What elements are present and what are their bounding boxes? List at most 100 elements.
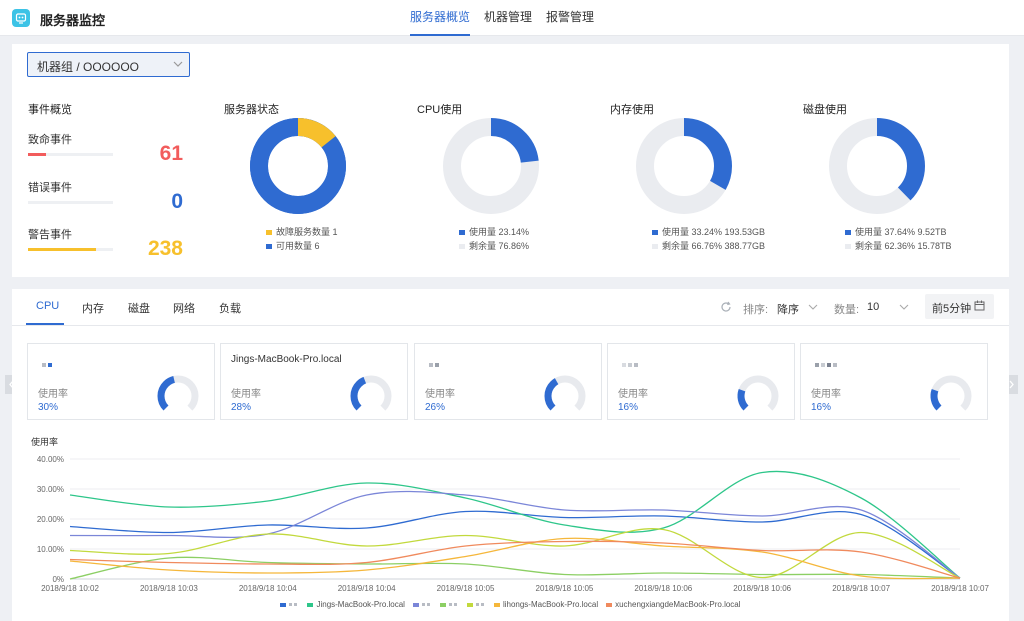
redaction-pixel	[827, 363, 831, 367]
stat-legend-item: 使用量 37.64% 9.52TB	[845, 225, 947, 238]
usage-gauge	[930, 375, 972, 417]
stat-title: 内存使用	[610, 104, 654, 116]
event-progress-fill	[28, 153, 46, 156]
main-nav: 服务器概览 机器管理 报警管理	[410, 0, 608, 36]
series-line	[69, 537, 961, 580]
legend-label: lihongs-MacBook-Pro.local	[502, 600, 599, 609]
tab-memory[interactable]: 内存	[82, 303, 104, 315]
nav-machine-management[interactable]: 机器管理	[484, 10, 533, 24]
overview-panel: 机器组 / OOOOOO 事件概览 致命事件 61 错误事件 0 警告事件 238 服务器…	[12, 44, 1009, 277]
series-line	[69, 490, 961, 579]
host-card[interactable]: 使用率 30%	[27, 343, 215, 420]
refresh-icon[interactable]	[720, 301, 732, 313]
host-card[interactable]: 使用率 16%	[800, 343, 988, 420]
legend-label: xuchengxiangdeMacBook-Pro.local	[615, 600, 741, 609]
redacted-host-name	[42, 356, 54, 370]
usage-value: 26%	[425, 402, 446, 413]
usage-gauge	[737, 375, 779, 417]
gauge-value-arc	[350, 375, 392, 417]
legend-label: Jings-MacBook-Pro.local	[316, 600, 405, 609]
stat-legend-item: 使用量 33.24% 193.53GB	[652, 225, 765, 238]
y-tick-label: 0%	[52, 575, 64, 584]
active-tab-indicator	[26, 323, 64, 325]
legend-text: 使用量 23.14%	[469, 227, 530, 237]
stat-donut-chart	[636, 118, 732, 214]
machine-group-select[interactable]: 机器组 / OOOOOO	[27, 52, 190, 77]
app-logo	[12, 9, 30, 27]
redaction-pixel	[475, 603, 479, 606]
donut-value-arc	[829, 118, 925, 214]
time-range-button[interactable]: 前5分钟	[925, 294, 994, 319]
time-range-label: 前5分钟	[932, 303, 972, 315]
x-tick-label: 2018/9/18 10:07	[832, 584, 890, 593]
gauge-value-arc	[157, 375, 199, 417]
x-tick-label: 2018/9/18 10:06	[733, 584, 791, 593]
redaction-pixel	[48, 363, 52, 367]
chevron-down-icon	[173, 61, 183, 67]
count-label: 数量:	[834, 304, 860, 316]
redaction-pixel	[453, 603, 457, 606]
chart-y-label: 使用率	[31, 437, 59, 447]
stat-title: 服务器状态	[224, 104, 279, 116]
host-card[interactable]: Jings-MacBook-Pro.local 使用率 28%	[220, 343, 408, 420]
x-tick-label: 2018/9/18 10:04	[338, 584, 396, 593]
stat-legend-item: 剩余量 66.76% 388.77GB	[652, 239, 765, 252]
host-name: Jings-MacBook-Pro.local	[231, 354, 342, 365]
legend-swatch	[652, 230, 658, 236]
chevron-right-icon	[1009, 380, 1014, 389]
event-progress-fill	[28, 248, 96, 251]
gauge-value-arc	[544, 375, 586, 417]
legend-swatch	[845, 244, 851, 250]
tab-load[interactable]: 负载	[219, 303, 241, 315]
machine-group-value: 机器组 / OOOOOO	[37, 60, 140, 74]
redaction-pixel	[421, 603, 425, 606]
host-card[interactable]: 使用率 16%	[607, 343, 795, 420]
redacted-host-name	[815, 356, 839, 370]
events-title: 事件概览	[28, 104, 72, 116]
legend-item[interactable]: xuchengxiangdeMacBook-Pro.local	[606, 600, 741, 609]
chart-legend: Jings-MacBook-Pro.local lihongs-MacBook-P…	[12, 600, 1009, 609]
nav-alarm-management[interactable]: 报警管理	[546, 10, 595, 24]
redaction-pixel	[634, 363, 638, 367]
legend-swatch	[459, 244, 465, 250]
nav-server-overview[interactable]: 服务器概览	[410, 0, 471, 36]
legend-item[interactable]: Jings-MacBook-Pro.local	[307, 600, 405, 609]
event-count: 238	[147, 237, 183, 260]
tab-cpu[interactable]: CPU	[36, 300, 60, 312]
legend-item[interactable]	[466, 600, 486, 609]
redaction-pixel	[294, 603, 298, 606]
legend-swatch	[493, 602, 500, 607]
stat-title: CPU使用	[417, 104, 463, 116]
legend-swatch	[845, 230, 851, 236]
redaction-pixel	[815, 363, 819, 367]
gauge-value-arc	[737, 375, 779, 417]
redacted-host-name	[429, 356, 441, 370]
legend-item[interactable]	[412, 600, 432, 609]
redaction-pixel	[429, 363, 433, 367]
y-tick-label: 30.00%	[37, 485, 64, 494]
redaction-pixel	[435, 363, 439, 367]
count-select[interactable]: 10	[867, 301, 880, 313]
legend-item[interactable]	[439, 600, 459, 609]
host-card[interactable]: 使用率 26%	[414, 343, 602, 420]
tab-network[interactable]: 网络	[173, 303, 195, 315]
legend-item[interactable]	[280, 600, 299, 609]
chevron-down-icon	[899, 304, 909, 310]
usage-value: 28%	[231, 402, 252, 413]
redaction-pixel	[833, 363, 837, 367]
sort-select[interactable]: 降序	[777, 304, 799, 316]
top-bar: 服务器监控 服务器概览 机器管理 报警管理	[0, 0, 1024, 36]
usage-label: 使用率	[425, 389, 455, 400]
stat-legend-item: 剩余量 62.36% 15.78TB	[845, 239, 952, 252]
tab-disk[interactable]: 磁盘	[128, 303, 150, 315]
usage-gauge	[157, 375, 199, 417]
legend-item[interactable]: lihongs-MacBook-Pro.local	[493, 600, 599, 609]
legend-swatch	[439, 602, 446, 607]
event-progress-bar	[28, 153, 113, 156]
legend-text: 故障服务数量 1	[276, 227, 338, 237]
redaction-pixel	[628, 363, 632, 367]
stat-legend-item: 剩余量 76.86%	[459, 239, 529, 252]
x-tick-label: 2018/9/18 10:06	[634, 584, 692, 593]
legend-swatch	[266, 230, 272, 236]
redaction-pixel	[480, 603, 484, 606]
